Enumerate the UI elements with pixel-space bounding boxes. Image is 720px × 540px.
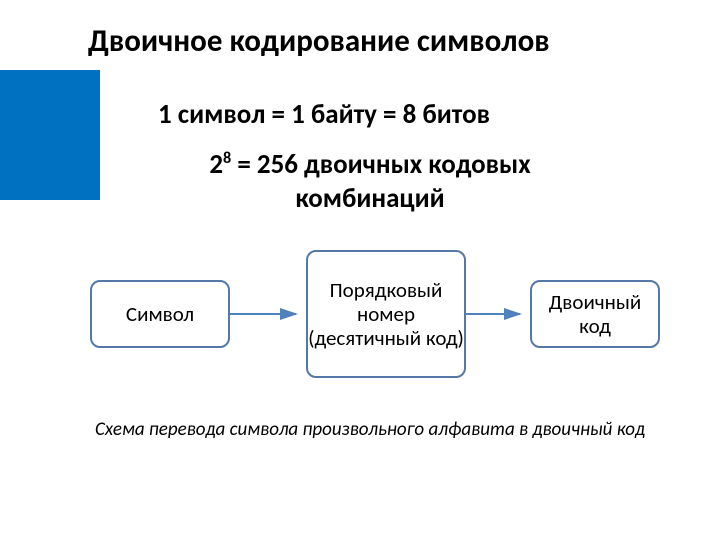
formula-line-1: 1 символ = 1 байту = 8 битов <box>158 98 490 131</box>
formula-line-2: 28 = 256 двоичных кодовых комбинаций <box>150 148 590 216</box>
accent-block <box>0 70 100 200</box>
diagram-caption: Схема перевода символа произвольного алф… <box>95 418 645 441</box>
formula-base: 2 <box>209 148 223 181</box>
node-ordinal: Порядковый номер (десятичный код) <box>306 250 466 378</box>
slide: Двоичное кодирование символов 1 символ =… <box>0 0 720 540</box>
arrow-1 <box>230 304 306 324</box>
page-title: Двоичное кодирование символов <box>88 22 550 60</box>
formula-rest: = 256 двоичных кодовых комбинаций <box>231 148 530 215</box>
arrow-2 <box>466 304 530 324</box>
node-symbol: Символ <box>90 280 230 348</box>
formula-exponent: 8 <box>223 149 231 168</box>
node-binary: Двоичный код <box>530 280 660 348</box>
flow-diagram: Символ Порядковый номер (десятичный код)… <box>90 250 650 390</box>
